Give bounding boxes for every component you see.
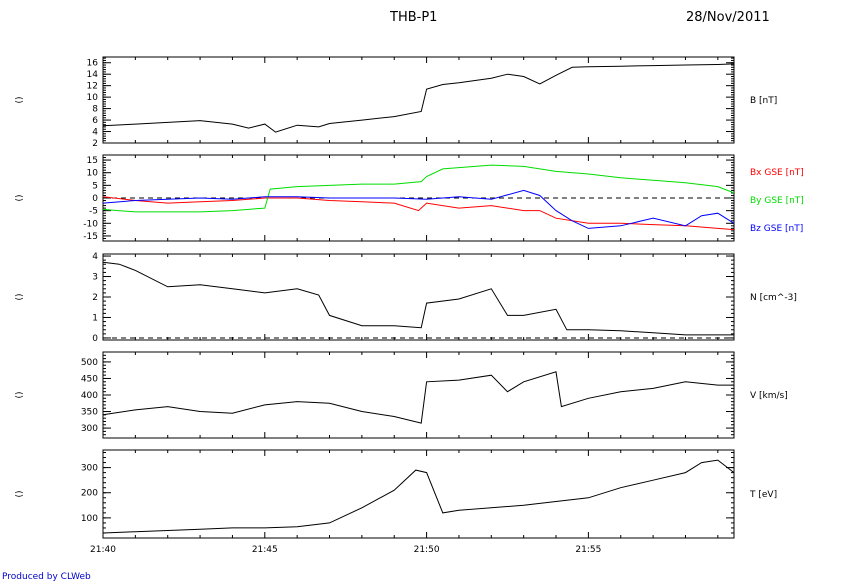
x-tick-label: 21:55 [575, 545, 601, 555]
panel-5: 100 200 300 () T [eV] [15, 449, 777, 539]
y-tick-label: 100 [81, 514, 98, 524]
panel-side-label: () [15, 490, 25, 497]
y-tick-label: 5 [92, 181, 98, 191]
y-axis-label: T [eV] [749, 490, 777, 500]
y-tick-label: 6 [92, 116, 98, 126]
y-tick-label: 12 [87, 82, 98, 92]
y-axis-label: N [cm^-3] [750, 293, 797, 303]
y-tick-label: -10 [83, 219, 98, 229]
y-tick-label: 3 [92, 273, 98, 283]
panel-side-label: () [15, 391, 25, 398]
panel-side-label: () [15, 96, 25, 103]
series-line-4-1 [102, 371, 734, 424]
y-tick-label: 10 [87, 93, 99, 103]
y-axis-label: B [nT] [750, 96, 777, 106]
panel-frame [102, 351, 735, 439]
y-tick-label: 15 [87, 156, 98, 166]
y-tick-label: 0 [92, 194, 98, 204]
y-tick-label: 450 [81, 374, 98, 384]
y-tick-label: 4 [92, 128, 98, 138]
series-line-2-2 [102, 164, 735, 213]
y-tick-label: 350 [81, 408, 98, 418]
y-tick-label: 300 [81, 424, 98, 434]
series-line-2-3 [102, 189, 735, 229]
legend-entry: Bx GSE [nT] [750, 168, 804, 178]
x-tick-label: 21:45 [252, 545, 278, 555]
legend-entry: By GSE [nT] [750, 196, 804, 206]
panel-side-label: () [15, 194, 25, 201]
y-tick-label: 400 [81, 391, 98, 401]
y-axis-label: V [km/s] [750, 391, 788, 401]
y-tick-label: 200 [81, 489, 98, 499]
panel-2: -15 -10 -5 0 5 10 15 () Bx GSE [nT] By GSE [nT] Bz… [15, 154, 804, 242]
credit-line: Produced by CLWeb [2, 572, 91, 582]
panel-4: 300 350 400 450 500 () V [km/s] [15, 351, 788, 439]
panel-side-label: () [15, 293, 25, 300]
panel-frame [102, 449, 735, 539]
y-tick-label: 10 [87, 169, 99, 179]
y-tick-label: 1 [92, 313, 98, 323]
y-tick-label: 0 [92, 334, 98, 344]
y-tick-label: -5 [89, 207, 98, 217]
y-tick-label: 4 [92, 252, 98, 262]
y-tick-label: -15 [83, 232, 98, 242]
legend-entry: Bz GSE [nT] [750, 224, 803, 234]
x-tick-label: 21:40 [90, 545, 116, 555]
y-tick-label: 8 [92, 105, 98, 115]
figure-date: 28/Nov/2011 [686, 10, 770, 25]
y-tick-label: 500 [81, 358, 98, 368]
series-line-5-1 [102, 459, 735, 534]
y-tick-label: 2 [92, 293, 98, 303]
figure-title: THB-P1 [390, 10, 438, 25]
panel-frame [102, 56, 735, 144]
y-tick-label: 300 [81, 464, 98, 474]
y-tick-label: 14 [87, 70, 99, 80]
series-line-3-1 [102, 261, 734, 336]
series-line-2-1 [102, 196, 735, 231]
panel-3: 0 1 2 3 4 () N [cm^-3] [15, 252, 797, 344]
series-line-1-1 [102, 63, 735, 133]
x-tick-label: 21:50 [414, 545, 440, 555]
y-tick-label: 2 [92, 139, 98, 149]
y-tick-label: 16 [87, 59, 99, 69]
